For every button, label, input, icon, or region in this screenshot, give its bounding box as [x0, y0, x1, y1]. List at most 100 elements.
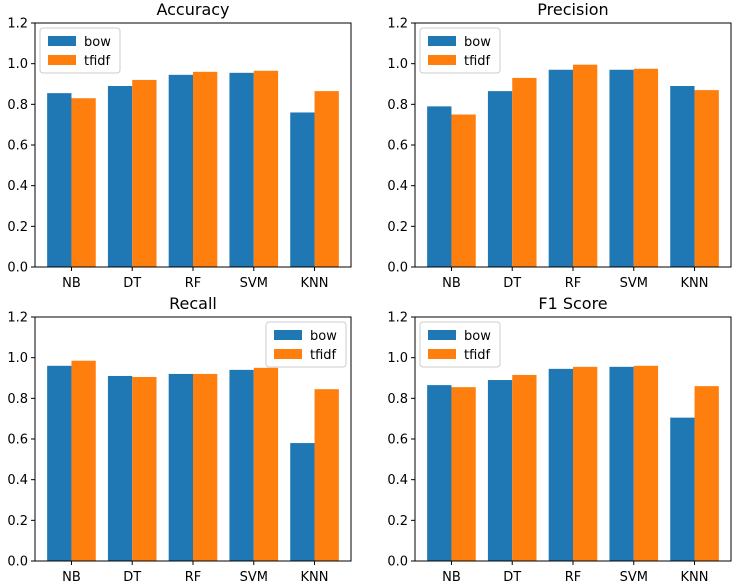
f1-score-chart: F1 Score 0.0 0.2 0.4 0.6 0.8 1.0 1.2 NB DT RF SVM KN…	[387, 294, 732, 585]
precision-legend-swatch-tfidf	[428, 55, 456, 65]
precision-ytick-label: 1.2	[387, 17, 408, 32]
f1-score-ytick-label: 0.8	[387, 392, 408, 407]
accuracy-ytick-label: 0.4	[7, 179, 28, 194]
precision-ytick-label: 0.2	[387, 220, 408, 235]
accuracy-ytick-label: 0.8	[7, 98, 28, 113]
precision-bar-tfidf-svm	[633, 68, 659, 267]
f1-score-ytick-label: 0.6	[387, 433, 408, 448]
accuracy-bar-bow-dt	[107, 86, 133, 267]
precision-bar-tfidf-dt	[512, 77, 537, 268]
accuracy-legend-label-tfidf: tfidf	[84, 54, 111, 69]
precision-bar-bow-rf	[548, 69, 573, 268]
recall-bar-bow-svm	[229, 369, 254, 561]
f1-score-ytick-label: 0.0	[387, 555, 408, 570]
accuracy-xtick-label-rf: RF	[185, 276, 202, 291]
f1-score-legend-label-bow: bow	[464, 329, 491, 344]
recall-bar-bow-knn	[290, 443, 315, 561]
precision-ytick-label: 0.4	[387, 179, 408, 194]
recall-xtick-label-dt: DT	[123, 570, 141, 585]
precision-bar-bow-knn	[670, 86, 695, 267]
accuracy-bar-tfidf-rf	[193, 71, 218, 267]
accuracy-ytick-label: 1.0	[7, 57, 28, 72]
accuracy-legend-swatch-bow	[48, 36, 76, 46]
accuracy-xtick-label-knn: KNN	[301, 276, 329, 291]
accuracy-bar-tfidf-nb	[71, 98, 96, 267]
precision-bar-bow-dt	[487, 91, 513, 268]
recall-bar-bow-rf	[168, 373, 193, 561]
accuracy-xtick-label-nb: NB	[62, 276, 81, 291]
recall-xtick-label-svm: SVM	[240, 570, 268, 585]
precision-bar-bow-svm	[609, 69, 634, 268]
f1-score-legend-label-tfidf: tfidf	[464, 348, 491, 363]
accuracy-bar-bow-rf	[168, 74, 193, 267]
precision-bar-bow-nb	[427, 106, 452, 268]
accuracy-ytick-label: 0.0	[7, 261, 28, 276]
precision-ytick-label: 0.8	[387, 98, 408, 113]
accuracy-bar-bow-svm	[229, 72, 254, 267]
accuracy-chart: Accuracy 0.0 0.2 0.4 0.6 0.8 1.0 1.2 NB DT RF SVM KN…	[7, 0, 352, 291]
recall-xtick-label-knn: KNN	[301, 570, 329, 585]
recall-bar-tfidf-knn	[314, 389, 339, 561]
f1-score-ytick-label: 1.2	[387, 311, 408, 326]
precision-bar-tfidf-rf	[573, 64, 598, 268]
precision-bar-tfidf-knn	[694, 90, 719, 267]
f1-score-bar-bow-dt	[487, 380, 513, 561]
recall-ytick-label: 0.4	[7, 473, 28, 488]
f1-score-bar-bow-knn	[670, 417, 695, 561]
f1-score-ytick-label: 0.2	[387, 514, 408, 529]
recall-title: Recall	[169, 294, 217, 313]
accuracy-title: Accuracy	[156, 0, 229, 19]
recall-legend: bow tfidf	[265, 321, 347, 368]
accuracy-bar-bow-nb	[47, 93, 72, 268]
accuracy-ytick-label: 0.6	[7, 139, 28, 154]
recall-bar-tfidf-dt	[132, 376, 157, 561]
recall-bar-bow-nb	[47, 365, 72, 561]
recall-legend-label-bow: bow	[310, 329, 337, 344]
accuracy-ytick-label: 1.2	[7, 17, 28, 32]
precision-legend-label-tfidf: tfidf	[464, 54, 491, 69]
f1-score-xtick-label-rf: RF	[565, 570, 582, 585]
precision-title: Precision	[537, 0, 608, 19]
accuracy-legend-swatch-tfidf	[48, 55, 76, 65]
f1-score-bar-bow-rf	[548, 368, 573, 561]
f1-score-bar-tfidf-dt	[512, 374, 537, 561]
recall-legend-swatch-tfidf	[274, 349, 302, 359]
precision-ytick-label: 0.6	[387, 139, 408, 154]
accuracy-bar-bow-knn	[290, 112, 315, 267]
accuracy-xtick-label-svm: SVM	[240, 276, 268, 291]
accuracy-legend: bow tfidf	[39, 27, 121, 74]
f1-score-ytick-label: 1.0	[387, 351, 408, 366]
f1-score-legend: bow tfidf	[419, 321, 501, 368]
recall-ytick-label: 1.0	[7, 351, 28, 366]
f1-score-bar-tfidf-nb	[451, 387, 476, 561]
recall-bar-bow-dt	[107, 375, 133, 561]
recall-bar-tfidf-rf	[193, 373, 218, 561]
precision-xtick-label-dt: DT	[503, 276, 521, 291]
recall-ytick-label: 0.8	[7, 392, 28, 407]
recall-xtick-label-nb: NB	[62, 570, 81, 585]
precision-xtick-label-nb: NB	[442, 276, 461, 291]
precision-xtick-label-rf: RF	[565, 276, 582, 291]
precision-ytick-label: 1.0	[387, 57, 408, 72]
recall-chart: Recall 0.0 0.2 0.4 0.6 0.8 1.0 1.2 NB DT RF SVM KNN b…	[7, 294, 352, 585]
precision-ytick-label: 0.0	[387, 261, 408, 276]
accuracy-ytick-label: 0.2	[7, 220, 28, 235]
recall-ytick-label: 0.2	[7, 514, 28, 529]
precision-bar-tfidf-nb	[451, 114, 476, 267]
accuracy-legend-label-bow: bow	[84, 35, 111, 50]
f1-score-title: F1 Score	[538, 294, 607, 313]
f1-score-bar-bow-svm	[609, 366, 634, 561]
recall-xtick-label-rf: RF	[185, 570, 202, 585]
precision-chart: Precision 0.0 0.2 0.4 0.6 0.8 1.0 1.2 NB DT RF SVM K…	[387, 0, 732, 291]
accuracy-bar-tfidf-svm	[253, 70, 279, 267]
f1-score-legend-swatch-bow	[428, 330, 456, 340]
recall-ytick-label: 0.0	[7, 555, 28, 570]
recall-bar-tfidf-nb	[71, 360, 96, 561]
f1-score-xtick-label-dt: DT	[503, 570, 521, 585]
f1-score-bar-tfidf-knn	[694, 386, 719, 561]
precision-axes-frame	[414, 22, 732, 268]
precision-legend: bow tfidf	[419, 27, 501, 74]
recall-bar-tfidf-svm	[253, 367, 279, 561]
recall-legend-swatch-bow	[274, 330, 302, 340]
recall-axes-frame	[34, 316, 352, 562]
